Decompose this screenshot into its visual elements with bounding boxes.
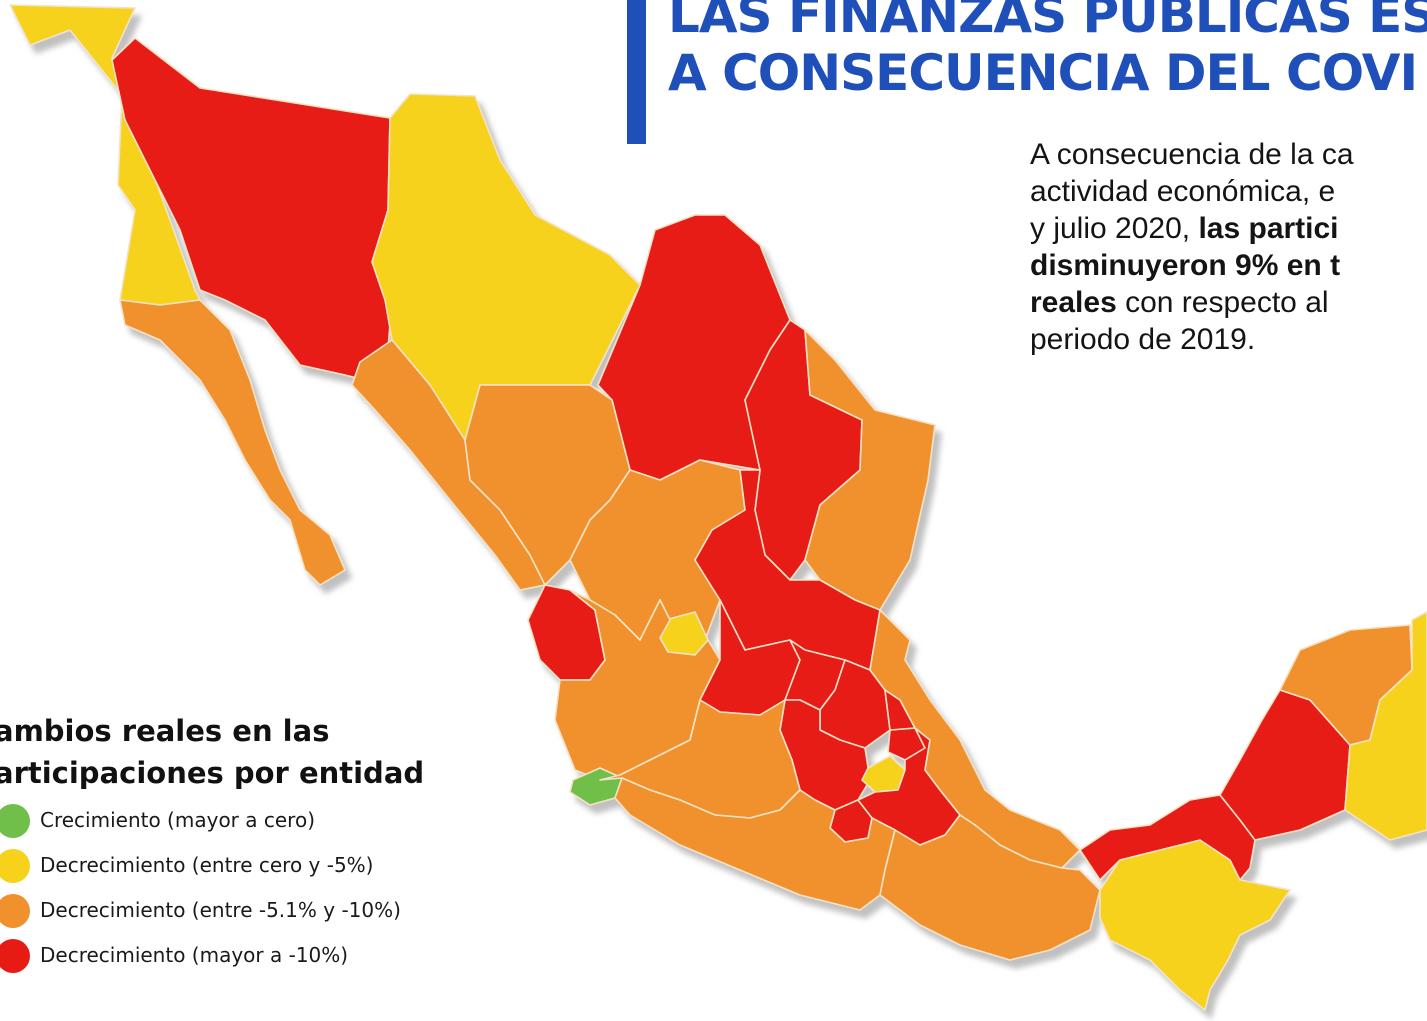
legend-label: Decrecimiento (mayor a -10%) xyxy=(40,943,349,967)
state-guerrero[interactable] xyxy=(614,777,896,911)
state-jalisco[interactable] xyxy=(554,589,721,781)
state-baja-california-sur[interactable] xyxy=(119,299,346,586)
headline-line-1: LAS FINANZAS PÚBLICAS ES xyxy=(668,0,1427,44)
legend-label: Decrecimiento (entre -5.1% y -10%) xyxy=(40,898,401,922)
description-line-2: actividad económica, e xyxy=(1030,175,1336,208)
description-line-5-normal: con respecto al xyxy=(1116,286,1329,319)
legend-item-decrease-5-10: Decrecimiento (entre -5.1% y -10%) xyxy=(0,892,480,937)
state-oaxaca[interactable] xyxy=(879,814,1101,961)
legend-swatch-orange xyxy=(0,894,30,928)
legend-item-growth: Crecimiento (mayor a cero) xyxy=(0,802,480,847)
legend-swatch-green xyxy=(0,804,30,838)
legend-title-line-1: ambios reales en las xyxy=(0,714,330,748)
headline-accent-bar xyxy=(627,0,646,144)
legend-label: Crecimiento (mayor a cero) xyxy=(40,808,315,832)
headline-line-2: A CONSECUENCIA DEL COVI xyxy=(668,44,1418,102)
description-line-5-bold: reales xyxy=(1030,286,1117,319)
legend-swatch-red xyxy=(0,939,30,973)
legend-list: Crecimiento (mayor a cero) Decrecimiento… xyxy=(0,802,480,982)
legend-item-decrease-0-5: Decrecimiento (entre cero y -5%) xyxy=(0,847,480,892)
state-quintana-roo[interactable] xyxy=(1344,611,1427,841)
map-legend: ambios reales en las articipaciones por … xyxy=(0,710,480,982)
headline: LAS FINANZAS PÚBLICAS ES A CONSECUENCIA … xyxy=(668,0,1427,102)
state-chiapas[interactable] xyxy=(1099,839,1291,1011)
description-line-3-bold: las partici xyxy=(1198,212,1339,245)
description-line-1: A consecuencia de la ca xyxy=(1030,138,1354,171)
legend-swatch-yellow xyxy=(0,849,30,883)
description-line-4-bold: disminuyeron 9% en t xyxy=(1030,249,1341,282)
legend-title-line-2: articipaciones por entidad xyxy=(0,756,425,790)
description-line-4: disminuyeron 9% en t xyxy=(1030,247,1354,284)
description-line-6: periodo de 2019. xyxy=(1030,323,1256,356)
legend-item-decrease-over-10: Decrecimiento (mayor a -10%) xyxy=(0,937,480,982)
description-text: A consecuencia de la ca actividad económ… xyxy=(1030,136,1354,358)
state-tabasco[interactable] xyxy=(1079,794,1256,881)
legend-label: Decrecimiento (entre cero y -5%) xyxy=(40,853,374,877)
description-line-3: y julio 2020, las partici xyxy=(1030,210,1354,247)
description-line-5: reales con respecto al xyxy=(1030,284,1354,321)
description-line-3-normal: y julio 2020, xyxy=(1030,212,1199,245)
legend-title: ambios reales en las articipaciones por … xyxy=(0,710,480,794)
